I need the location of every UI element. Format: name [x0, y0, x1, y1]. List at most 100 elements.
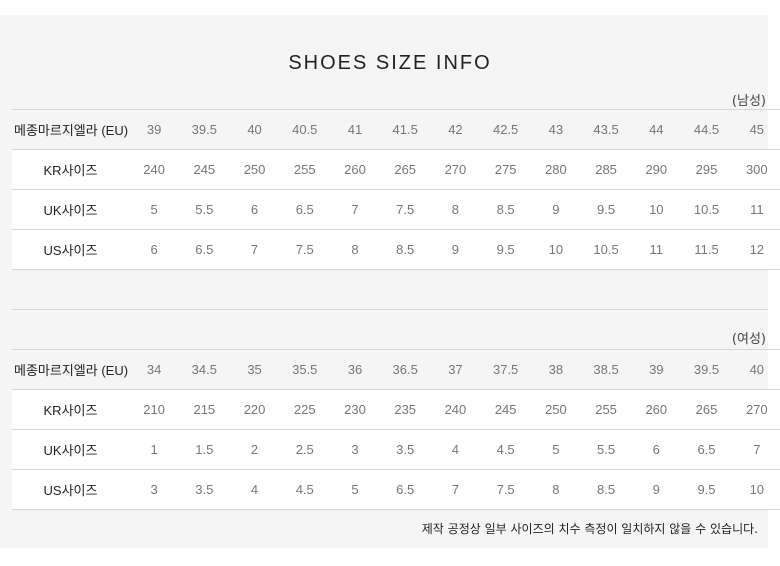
row-label: UK사이즈: [12, 189, 129, 230]
table-row: UK사이즈 1 1.5 2 2.5 3 3.5 4 4.5 5 5.5 6 6.5 7: [12, 429, 780, 470]
size-cell: 37.5: [480, 349, 531, 390]
size-disclaimer: 제작 공정상 일부 사이즈의 치수 측정이 일치하지 않을 수 있습니다.: [421, 522, 758, 536]
men-label: (남성): [731, 94, 766, 109]
row-label: US사이즈: [12, 469, 129, 510]
size-cell: 240: [129, 149, 180, 190]
size-cell: 3.5: [380, 429, 431, 470]
size-cell: 265: [681, 389, 732, 430]
size-cell: 6.5: [179, 229, 230, 270]
size-cell: 8: [530, 469, 581, 510]
size-cell: 265: [380, 149, 431, 190]
divider: [12, 309, 768, 310]
size-cell: 1: [129, 429, 180, 470]
size-cell: 42.5: [480, 109, 531, 150]
size-cell: 11: [731, 189, 780, 230]
size-cell: 44.5: [681, 109, 732, 150]
size-cell: 36: [329, 349, 381, 390]
size-cell: 40: [229, 109, 280, 150]
page-title: SHOES SIZE INFO: [288, 52, 492, 74]
size-cell: 245: [480, 389, 531, 430]
size-cell: 40: [731, 349, 780, 390]
size-cell: 250: [229, 149, 280, 190]
size-cell: 4.5: [279, 469, 330, 510]
size-cell: 7: [430, 469, 481, 510]
size-cell: 285: [580, 149, 632, 190]
table-row: 메종마르지엘라 (EU) 39 39.5 40 40.5 41 41.5 42 42.5 43 43…: [12, 109, 780, 150]
size-cell: 6.5: [681, 429, 732, 470]
women-label: (여성): [731, 332, 766, 347]
men-size-table: 메종마르지엘라 (EU) 39 39.5 40 40.5 41 41.5 42 42.5 43 43…: [12, 109, 780, 270]
size-cell: 38.5: [580, 349, 632, 390]
size-cell: 10.5: [681, 189, 732, 230]
size-cell: 260: [631, 389, 682, 430]
size-cell: 39.5: [681, 349, 732, 390]
size-cell: 2.5: [279, 429, 330, 470]
size-cell: 9.5: [480, 229, 531, 270]
table-row: KR사이즈 210 215 220 225 230 235 240 245 250 255 260 26…: [12, 389, 780, 430]
size-cell: 7.5: [279, 229, 330, 270]
size-cell: 270: [430, 149, 481, 190]
row-label: US사이즈: [12, 229, 129, 270]
size-cell: 275: [480, 149, 531, 190]
size-cell: 40.5: [279, 109, 330, 150]
size-cell: 34: [129, 349, 180, 390]
size-cell: 37: [430, 349, 481, 390]
size-cell: 5.5: [580, 429, 632, 470]
size-cell: 5: [530, 429, 581, 470]
size-cell: 7: [229, 229, 280, 270]
size-cell: 6.5: [279, 189, 330, 230]
size-cell: 3.5: [179, 469, 230, 510]
size-cell: 290: [631, 149, 682, 190]
size-cell: 8.5: [480, 189, 531, 230]
size-cell: 9: [530, 189, 581, 230]
size-cell: 4.5: [480, 429, 531, 470]
size-cell: 250: [530, 389, 581, 430]
size-cell: 45: [731, 109, 780, 150]
size-cell: 260: [329, 149, 381, 190]
row-label: KR사이즈: [12, 149, 129, 190]
size-cell: 295: [681, 149, 732, 190]
size-cell: 41.5: [380, 109, 431, 150]
size-cell: 225: [279, 389, 330, 430]
size-cell: 6: [229, 189, 280, 230]
size-cell: 34.5: [179, 349, 230, 390]
row-label: 메종마르지엘라 (EU): [12, 349, 129, 390]
row-label: 메종마르지엘라 (EU): [12, 109, 129, 150]
size-cell: 10: [530, 229, 581, 270]
size-cell: 255: [279, 149, 330, 190]
size-cell: 220: [229, 389, 280, 430]
size-cell: 240: [430, 389, 481, 430]
table-row: KR사이즈 240 245 250 255 260 265 270 275 280 285 290 29…: [12, 149, 780, 190]
size-cell: 39: [129, 109, 180, 150]
table-row: US사이즈 6 6.5 7 7.5 8 8.5 9 9.5 10 10.5 11 11.5 12: [12, 229, 780, 270]
size-cell: 7: [329, 189, 381, 230]
size-cell: 10: [631, 189, 682, 230]
size-cell: 11: [631, 229, 682, 270]
size-cell: 35.5: [279, 349, 330, 390]
size-cell: 230: [329, 389, 381, 430]
size-cell: 5: [129, 189, 180, 230]
size-cell: 4: [430, 429, 481, 470]
size-cell: 8.5: [580, 469, 632, 510]
size-cell: 8: [430, 189, 481, 230]
size-cell: 8.5: [380, 229, 431, 270]
size-cell: 43.5: [580, 109, 632, 150]
table-row: 메종마르지엘라 (EU) 34 34.5 35 35.5 36 36.5 37 37.5 38 38…: [12, 349, 780, 390]
size-cell: 9.5: [681, 469, 732, 510]
size-cell: 1.5: [179, 429, 230, 470]
size-cell: 39.5: [179, 109, 230, 150]
size-cell: 9: [631, 469, 682, 510]
women-size-table: 메종마르지엘라 (EU) 34 34.5 35 35.5 36 36.5 37 37.5 38 38…: [12, 349, 780, 510]
size-cell: 3: [129, 469, 180, 510]
size-cell: 44: [631, 109, 682, 150]
size-cell: 5.5: [179, 189, 230, 230]
size-cell: 9: [430, 229, 481, 270]
size-cell: 7: [731, 429, 780, 470]
size-cell: 41: [329, 109, 381, 150]
row-label: KR사이즈: [12, 389, 129, 430]
size-cell: 6: [631, 429, 682, 470]
size-cell: 300: [731, 149, 780, 190]
table-row: UK사이즈 5 5.5 6 6.5 7 7.5 8 8.5 9 9.5 10 10.5 11: [12, 189, 780, 230]
table-row: US사이즈 3 3.5 4 4.5 5 6.5 7 7.5 8 8.5 9 9.5 10: [12, 469, 780, 510]
size-cell: 35: [229, 349, 280, 390]
